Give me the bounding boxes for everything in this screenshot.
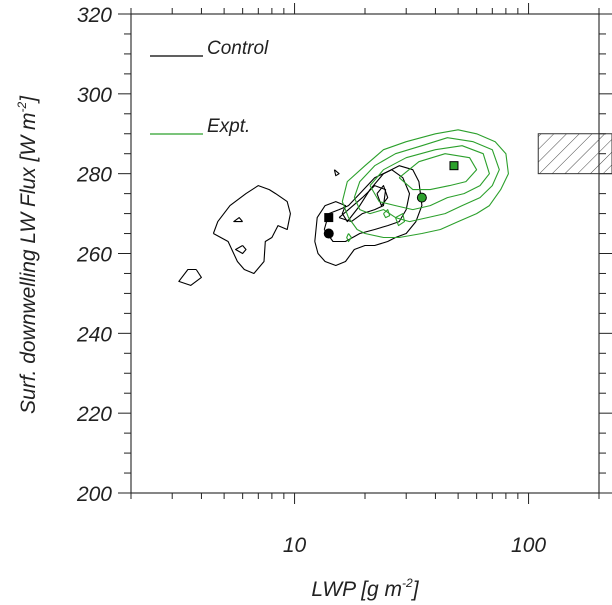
contour-lines [178,129,509,286]
marker-circle-control [323,228,334,239]
y-tick-label: 220 [76,403,112,426]
x-tick-labels: 10 100 [283,534,547,557]
y-axis-title: Surf. downwelling LW Flux [W m-2] [15,95,40,414]
x-axis-ticks [130,3,600,504]
plot-frame [130,13,600,494]
y-tick-label: 280 [76,164,112,187]
contour-expt [346,233,352,243]
y-tick-label: 200 [76,483,112,506]
contour-expt [398,153,478,191]
y-tick-label: 260 [76,244,112,267]
y-tick-label: 300 [77,84,112,107]
y-tick-labels: 200 220 240 260 280 300 320 [76,4,112,506]
contour-expt [394,213,406,227]
marker-circle-expt [416,192,427,203]
contour-control [178,268,202,286]
marker-square-expt [449,161,459,171]
x-axis-title-exp: -2 [402,576,413,590]
marker-square-control [324,213,334,223]
contour-control [338,185,387,223]
x-axis-title: LWP [g m-2] [311,576,419,601]
x-tick-label: 100 [511,534,546,557]
y-tick-label: 320 [77,4,112,27]
y-axis-ticks [118,13,612,494]
legend-label-expt: Expt. [207,116,250,137]
y-tick-label: 240 [76,323,112,346]
data-markers [323,161,459,239]
x-axis-title-tail: ] [411,578,420,601]
contour-control [235,245,247,255]
contour-expt [369,145,490,211]
contour-expt [383,209,391,219]
legend-label-control: Control [207,38,269,59]
x-axis-title-main: LWP [g m [311,578,402,601]
contour-control [212,185,291,275]
legend: Control Expt. [150,38,269,137]
reference-box [537,133,612,175]
y-axis-title-tail: ] [17,95,40,104]
contour-control [233,217,244,223]
contour-expt [341,129,509,239]
reference-box-layer [537,133,612,175]
contour-control [333,169,340,177]
contour-control [323,169,411,243]
y-axis-title-exp: -2 [15,102,29,113]
plot-border [130,13,600,494]
y-axis-title-main: Surf. downwelling LW Flux [W m [17,113,40,414]
contour-expt [353,137,500,223]
x-tick-label: 10 [283,534,307,557]
